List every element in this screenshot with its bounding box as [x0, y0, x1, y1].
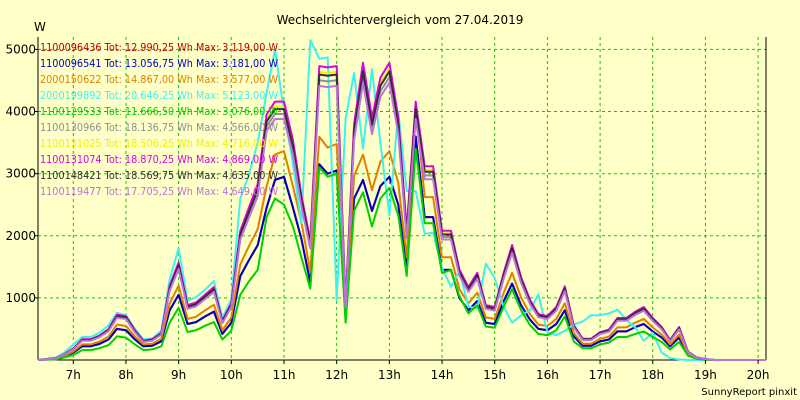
tick-labels: 7h 8h 9h 10h 11h 12h 13h 14h 15h 16h 17h 18h 19h 20h 1… [5, 42, 769, 382]
x-tick-label: 9h [171, 368, 186, 382]
x-tick-label: 7h [66, 368, 81, 382]
x-tick-label: 13h [378, 368, 401, 382]
legend-entry: 1100131074 Tot: 18.870,25 Wh Max: 4.869,… [40, 153, 278, 166]
series-lines [37, 39, 766, 361]
x-tick-label: 20h [747, 368, 770, 382]
x-tick-label: 19h [694, 368, 717, 382]
axes [37, 37, 767, 361]
x-tick-label: 15h [483, 368, 506, 382]
legend-entry: 1100148421 Tot: 18.569,75 Wh Max: 4.635,… [40, 169, 278, 182]
x-tick-label: 18h [641, 368, 664, 382]
legend-entry: 1100131025 Tot: 18.506,25 Wh Max: 4.716,… [40, 137, 278, 150]
x-tick-label: 17h [589, 368, 612, 382]
y-tick-label: 2000 [5, 229, 36, 243]
legend-entry: 1100096541 Tot: 13.056,75 Wh Max: 3.181,… [40, 57, 278, 70]
grid [38, 37, 766, 360]
series-line-1100129533 [37, 147, 766, 361]
x-tick-label: 16h [536, 368, 559, 382]
x-tick-label: 11h [273, 368, 296, 382]
legend-entry: 1100096436 Tot: 12.990,25 Wh Max: 3.119,… [40, 41, 278, 54]
x-tick-label: 14h [431, 368, 454, 382]
x-tick-label: 10h [220, 368, 243, 382]
y-tick-label: 4000 [5, 105, 36, 119]
series-line-1100119477 [37, 81, 766, 361]
legend-entry: 1100129533 Tot: 11.666,50 Wh Max: 3.076,… [40, 105, 278, 118]
chart-title: Wechselrichtervergleich vom 27.04.2019 [277, 13, 524, 27]
x-tick-label: 8h [118, 368, 133, 382]
y-tick-label: 3000 [5, 167, 36, 181]
legend-entry: 2000150622 Tot: 14.867,00 Wh Max: 3.577,… [40, 73, 278, 86]
legend-entry: 1100119477 Tot: 17.705,25 Wh Max: 4.649,… [40, 185, 278, 198]
y-tick-label: 1000 [5, 291, 36, 305]
y-axis-unit-label: W [34, 20, 46, 34]
y-tick-label: 5000 [5, 42, 36, 56]
series-line-2000150622 [37, 104, 766, 361]
legend-entry: 2000199892 Tot: 20.646,25 Wh Max: 5.123,… [40, 89, 278, 102]
legend: 1100096436 Tot: 12.990,25 Wh Max: 3.119,… [40, 41, 278, 198]
legend-entry: 1100130966 Tot: 18.136,75 Wh Max: 4.566,… [40, 121, 278, 134]
footer-credit: SunnyReport pinxit [701, 387, 797, 398]
x-tick-label: 12h [325, 368, 348, 382]
